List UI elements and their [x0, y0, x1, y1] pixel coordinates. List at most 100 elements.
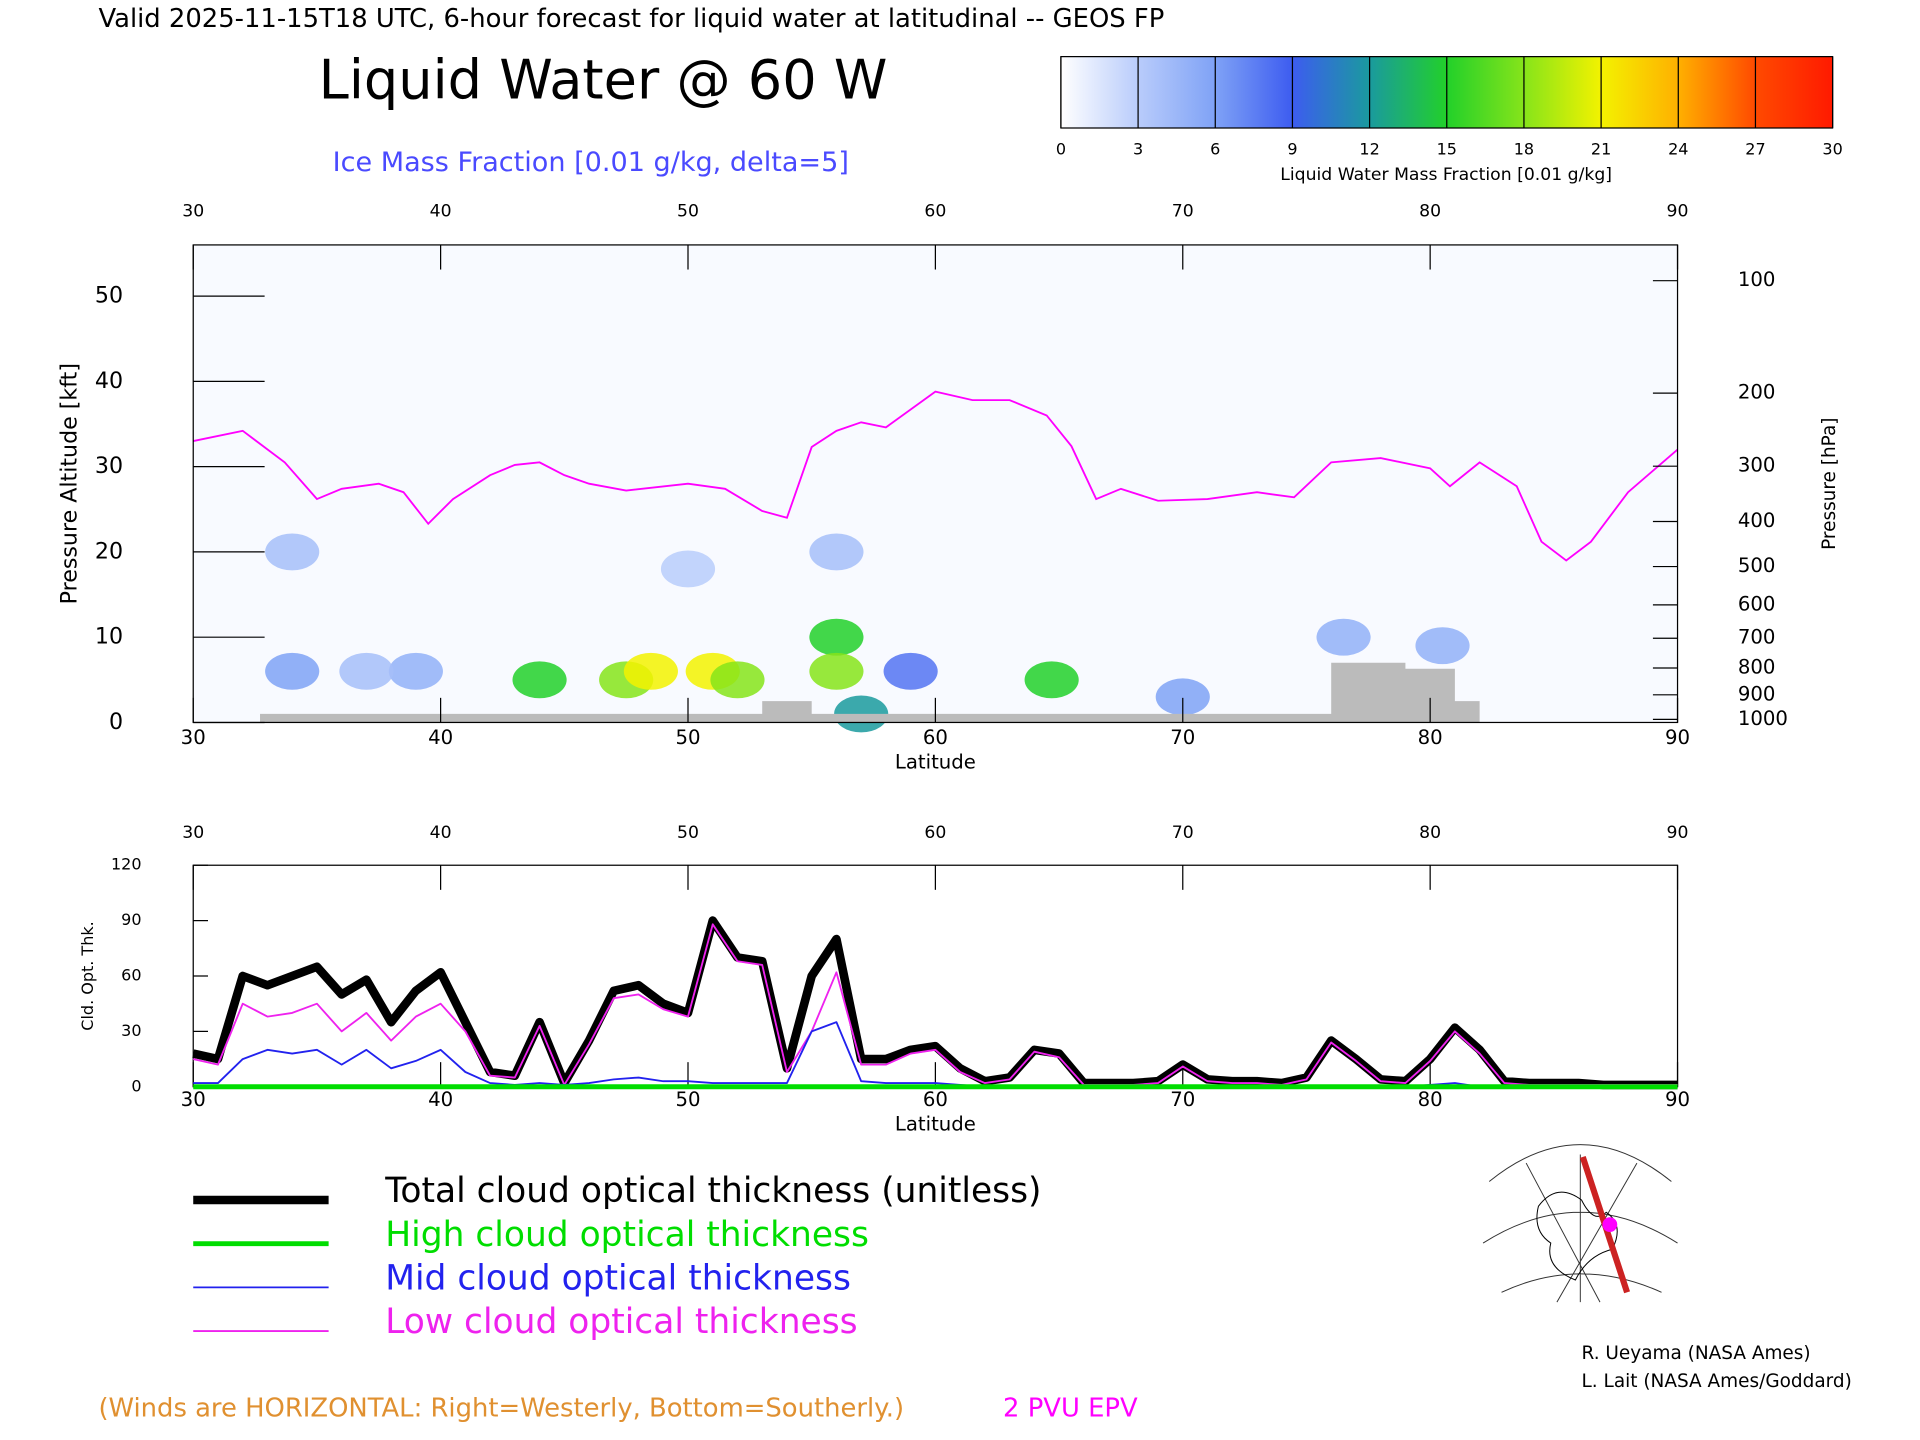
epv-line — [193, 390, 1679, 562]
x-tick-label: 60 — [924, 823, 946, 843]
colorbar-tick-label: 24 — [1668, 140, 1688, 159]
cloud-cell — [660, 550, 716, 588]
x-tick-label: 40 — [428, 1088, 453, 1111]
y-tick-label: 90 — [121, 910, 141, 929]
y-tick-label: 40 — [95, 368, 123, 394]
chart-title: Liquid Water @ 60 W — [319, 48, 888, 111]
x-tick-label: 50 — [675, 1088, 700, 1111]
y-tick-label: 50 — [95, 283, 123, 309]
y-axis-label: Pressure Altitude [kft] — [57, 363, 83, 604]
y2-tick-label: 300 — [1738, 454, 1776, 477]
colorbar-tick-label: 21 — [1591, 140, 1611, 159]
y2-tick-label: 1000 — [1738, 707, 1788, 730]
cloud-cell — [512, 661, 567, 699]
cloud-cell — [809, 652, 864, 690]
x-tick-label: 50 — [675, 726, 700, 749]
subtitle: Ice Mass Fraction [0.01 g/kg, delta=5] — [333, 147, 849, 178]
colorbar-tick-label: 27 — [1745, 140, 1765, 159]
x-tick-label: 30 — [181, 726, 206, 749]
cloud-cell — [623, 652, 678, 690]
y2-tick-label: 400 — [1738, 509, 1776, 532]
x-tick-label: 50 — [677, 202, 699, 222]
x-tick-label: 30 — [182, 823, 204, 843]
colorbar-tick-label: 30 — [1822, 140, 1842, 159]
x-tick-label: 80 — [1419, 823, 1441, 843]
x-tick-label: 40 — [430, 202, 452, 222]
x-tick-label: 80 — [1418, 1088, 1443, 1111]
x-tick-label: 90 — [1667, 823, 1689, 843]
y-tick-label: 30 — [95, 453, 123, 479]
y-tick-label: 60 — [121, 966, 141, 985]
cloud-cell — [388, 652, 443, 690]
x-tick-label: 90 — [1665, 1088, 1690, 1111]
x-tick-label: 80 — [1419, 202, 1441, 222]
header: Valid 2025-11-15T18 UTC, 6-hour forecast… — [98, 4, 1164, 34]
legend-label: Low cloud optical thickness — [385, 1302, 857, 1342]
x-tick-label: 40 — [428, 726, 453, 749]
x-tick-label: 40 — [430, 823, 452, 843]
y2-tick-label: 100 — [1738, 268, 1776, 291]
x-tick-label: 90 — [1667, 202, 1689, 222]
plot-frame — [192, 864, 1679, 1088]
colorbar-tick-label: 18 — [1514, 140, 1534, 159]
series-line — [193, 923, 1678, 1086]
terrain — [260, 662, 1480, 723]
y-tick-label: 0 — [131, 1076, 141, 1095]
x-tick-label: 60 — [923, 1088, 948, 1111]
cloud-cell — [809, 618, 864, 656]
map-inset — [1482, 1144, 1678, 1303]
x-tick-label: 70 — [1172, 202, 1194, 222]
colorbar-tick-label: 9 — [1287, 140, 1297, 159]
cloud-cell — [710, 661, 765, 699]
cloud-cell — [1155, 678, 1210, 716]
x-tick-label: 90 — [1665, 726, 1690, 749]
y2-tick-label: 200 — [1738, 381, 1776, 404]
colorbar-tick-label: 12 — [1359, 140, 1379, 159]
x-tick-label: 60 — [924, 202, 946, 222]
x-tick-label: 70 — [1172, 823, 1194, 843]
colorbar-tick-label: 3 — [1133, 140, 1143, 159]
x-tick-label: 30 — [181, 1088, 206, 1111]
x-axis-label: Latitude — [895, 751, 976, 774]
legend-label: 2 PVU EPV — [1003, 1394, 1138, 1424]
colorbar-label: Liquid Water Mass Fraction [0.01 g/kg] — [1280, 165, 1612, 185]
credit: R. Ueyama (NASA Ames) — [1582, 1343, 1811, 1364]
legend-label: High cloud optical thickness — [385, 1215, 869, 1255]
y-tick-label: 10 — [95, 624, 123, 650]
y2-tick-label: 500 — [1738, 554, 1776, 577]
colorbar-tick-label: 15 — [1437, 140, 1457, 159]
x-tick-label: 60 — [923, 726, 948, 749]
colorbar-tick-label: 0 — [1056, 140, 1066, 159]
y2-tick-label: 700 — [1738, 626, 1776, 649]
x-tick-label: 50 — [677, 823, 699, 843]
cloud-cell — [265, 652, 320, 690]
x-axis-label: Latitude — [895, 1112, 976, 1135]
cloud-cell — [1316, 618, 1371, 656]
y-tick-label: 0 — [109, 709, 123, 735]
series-line — [192, 916, 1678, 1090]
credit: L. Lait (NASA Ames/Goddard) — [1582, 1371, 1852, 1392]
y-tick-label: 30 — [121, 1021, 141, 1040]
y2-tick-label: 900 — [1738, 682, 1776, 705]
cloud-cell — [1415, 627, 1470, 665]
cloud-cell — [1024, 661, 1079, 699]
y2-tick-label: 600 — [1738, 592, 1776, 615]
x-tick-label: 70 — [1170, 1088, 1195, 1111]
x-tick-label: 80 — [1418, 726, 1443, 749]
y-axis-label: Cld. Opt. Thk. — [78, 921, 97, 1030]
cloud-cell — [265, 533, 320, 571]
legend-label: Mid cloud optical thickness — [385, 1258, 851, 1298]
cloud-cell — [883, 652, 938, 690]
cloud-cell — [809, 533, 864, 571]
colorbar-tick-label: 6 — [1210, 140, 1220, 159]
legend-label: Total cloud optical thickness (unitless) — [384, 1171, 1041, 1211]
x-tick-label: 30 — [182, 202, 204, 222]
y-tick-label: 20 — [95, 538, 123, 564]
x-tick-label: 70 — [1170, 726, 1195, 749]
y2-tick-label: 800 — [1738, 655, 1776, 678]
y-tick-label: 120 — [111, 855, 142, 874]
cloud-cell — [339, 652, 394, 690]
y2-axis-label: Pressure [hPa] — [1819, 418, 1840, 550]
note: (Winds are HORIZONTAL: Right=Westerly, B… — [98, 1394, 904, 1424]
